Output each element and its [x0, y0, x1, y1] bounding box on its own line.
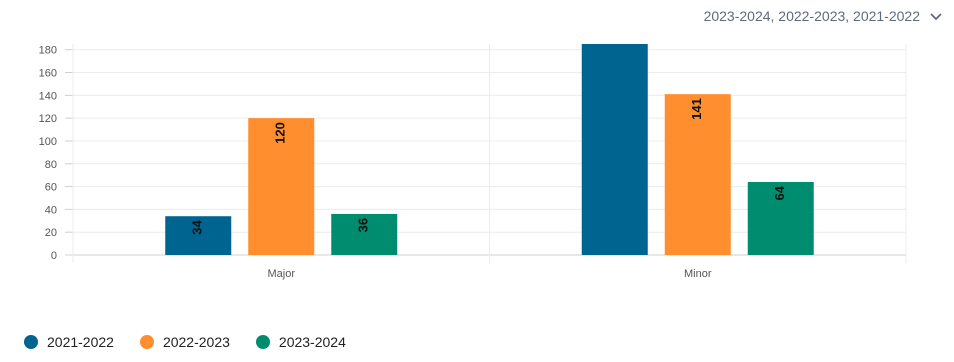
bar-2022-2023-minor [664, 94, 731, 256]
data-label: 36 [356, 218, 371, 232]
legend-item-2021-2022[interactable]: 2021-2022 [24, 334, 114, 350]
legend-swatch [139, 335, 154, 349]
legend-item-2023-2024[interactable]: 2023-2024 [255, 334, 346, 350]
bar-2023-2024-major [331, 213, 398, 255]
y-tick-label: 140 [39, 90, 57, 102]
legend-label: 2021-2022 [47, 334, 114, 350]
legend-swatch [255, 335, 270, 349]
legend-swatch [24, 335, 38, 349]
y-tick-label: 120 [39, 113, 57, 125]
x-category-label: Major [267, 268, 295, 280]
y-tick-label: 20 [45, 227, 57, 239]
y-tick-label: 0 [51, 250, 57, 262]
y-tick-label: 180 [39, 45, 57, 57]
y-tick-label: 40 [45, 204, 57, 216]
legend-item-2022-2023[interactable]: 2022-2023 [139, 334, 230, 350]
data-label: 34 [190, 219, 205, 234]
year-filter-label: 2023-2024, 2022-2023, 2021-2022 [703, 8, 920, 24]
legend-label: 2023-2024 [278, 334, 346, 350]
bar-2023-2024-minor [747, 182, 814, 255]
bar-2021-2022-major [165, 216, 232, 255]
bar-2021-2022-minor [581, 44, 648, 255]
year-filter-dropdown[interactable]: 2023-2024, 2022-2023, 2021-2022 [704, 8, 944, 24]
chevron-down-icon[interactable] [928, 8, 944, 24]
data-label: 120 [273, 122, 288, 144]
data-label: 64 [772, 185, 787, 200]
y-tick-label: 80 [45, 159, 57, 171]
bar-chart: 0 20 40 60 80 100 120 140 160 180 34 120 36 Major 141 6… [39, 44, 907, 280]
bar-2022-2023-major [248, 118, 315, 255]
chart-legend: 2021-2022 2022-2023 2023-2024 [24, 334, 346, 350]
data-label: 141 [689, 98, 704, 120]
y-tick-label: 160 [39, 68, 57, 80]
y-tick-label: 60 [45, 182, 57, 194]
legend-label: 2022-2023 [162, 334, 230, 350]
y-tick-label: 100 [39, 136, 57, 148]
x-category-label: Minor [684, 268, 712, 280]
